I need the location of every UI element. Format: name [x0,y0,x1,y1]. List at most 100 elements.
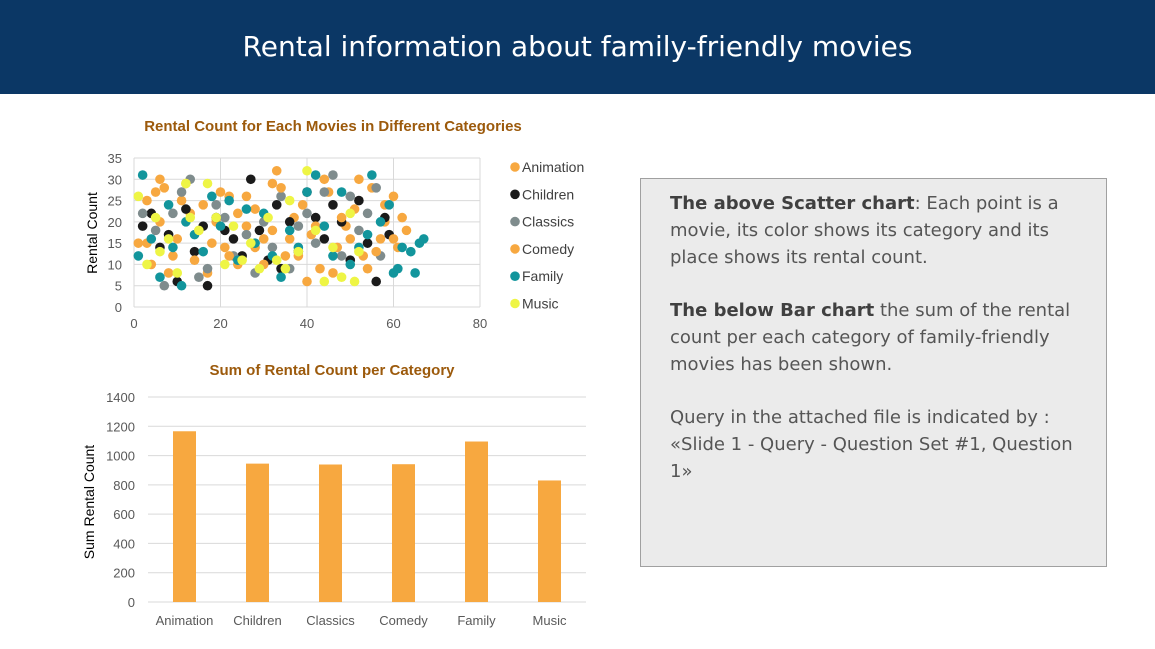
scatter-point-family [215,221,226,231]
scatter-point-comedy [345,234,356,244]
scatter-point-classics [150,225,161,236]
scatter-point-classics [276,191,286,202]
scatter-point-animation [297,200,308,210]
scatter-point-music [280,263,291,274]
scatter-point-family [410,268,420,278]
bar-series [173,431,561,602]
scatter-point-family [319,221,330,231]
scatter-y-ticks: 0 5 10 15 20 25 30 35 [108,151,122,315]
scatter-point-music [185,212,196,223]
bar-x-tick-label: Family [457,613,496,628]
scatter-point-animation [220,242,230,253]
scatter-point-comedy [267,225,278,236]
info-query-text: Query in the attached file is indicated … [670,407,1073,482]
scatter-point-music [293,246,304,257]
slide-title: Rental information about family-friendly… [242,30,913,63]
scatter-point-music [254,263,265,274]
info-box: The above Scatter chart: Each point is a… [640,178,1107,567]
scatter-gridlines [133,157,481,308]
scatter-point-animation [401,225,412,236]
bar-y-tick-label: 1200 [106,419,135,434]
scatter-x-tick-label: 0 [130,316,137,331]
scatter-point-music [181,178,191,189]
scatter-point-animation [176,195,187,206]
scatter-chart: Rental Count for Each Movies in Differen… [84,118,584,331]
scatter-point-children [228,234,239,244]
scatter-point-classics [328,170,338,180]
scatter-point-animation [375,234,386,244]
scatter-point-children [202,280,213,291]
bar-x-tick-label: Comedy [379,613,428,628]
scatter-point-family [224,195,234,206]
legend-label-music: Music [522,296,559,312]
scatter-point-classics [159,280,170,291]
bar-x-tick-label: Music [533,613,567,628]
scatter-point-family [198,246,208,257]
bar-chart: Sum of Rental Count per Category Sum Ren… [81,362,586,628]
scatter-point-classics [345,191,356,202]
scatter-y-tick-label: 20 [108,215,122,230]
info-scatter-heading: The above Scatter chart [670,193,915,214]
scatter-x-tick-label: 80 [473,316,487,331]
scatter-points [133,165,429,291]
scatter-point-family [133,251,144,261]
scatter-point-animation [155,174,165,185]
scatter-point-classics [293,221,304,231]
scatter-point-classics [362,208,373,219]
scatter-point-children [328,200,338,210]
scatter-point-comedy [336,212,347,223]
scatter-point-music [345,208,356,219]
bar-animation [173,431,196,602]
bar-gridlines [148,396,586,603]
scatter-point-comedy [142,195,152,206]
scatter-point-music [228,221,239,231]
scatter-point-animation [168,251,178,261]
scatter-point-classics [241,229,252,240]
scatter-point-music [354,246,364,257]
scatter-point-classics [336,251,347,261]
scatter-y-tick-label: 5 [115,279,122,294]
scatter-point-classics [176,187,187,197]
bar-x-tick-label: Children [233,613,281,628]
scatter-point-family [137,170,148,180]
legend-marker-animation [510,162,520,172]
scatter-point-comedy [284,234,295,244]
legend-label-classics: Classics [522,214,574,230]
scatter-chart-title: Rental Count for Each Movies in Differen… [144,118,522,135]
bar-y-tick-label: 1000 [106,449,135,464]
scatter-point-comedy [207,238,217,248]
scatter-point-children [245,174,256,185]
scatter-point-classics [168,208,178,219]
scatter-y-tick-label: 30 [108,172,122,187]
bar-x-tick-label: Classics [306,613,355,628]
legend-marker-classics [510,216,520,227]
bar-y-tick-label: 1400 [106,390,135,405]
scatter-point-children [181,204,191,214]
scatter-point-classics [202,263,213,274]
info-paragraph-scatter: The above Scatter chart: Each point is a… [670,190,1100,271]
scatter-point-family [276,272,286,282]
scatter-point-classics [319,187,330,197]
scatter-point-animation [267,178,278,189]
scatter-point-family [163,200,174,210]
scatter-point-classics [211,200,221,210]
scatter-point-children [319,234,330,244]
scatter-point-classics [354,225,364,236]
bar-x-tick-label: Animation [156,613,214,628]
scatter-point-comedy [371,246,382,257]
scatter-point-animation [271,165,282,176]
scatter-point-children [271,200,282,210]
info-scatter-description: : Each point is a movie, its color shows… [670,193,1059,268]
scatter-point-family [168,242,178,253]
scatter-point-comedy [198,200,208,210]
scatter-point-music [142,259,152,270]
scatter-point-animation [241,221,252,231]
scatter-point-music [211,212,221,223]
scatter-point-family [406,246,416,257]
scatter-point-music [237,255,247,265]
scatter-x-tick-label: 20 [213,316,227,331]
info-paragraph-query: Query in the attached file is indicated … [670,404,1100,485]
scatter-y-tick-label: 35 [108,151,122,166]
bar-x-ticks: Animation Children Classics Comedy Family Mus… [156,613,567,628]
scatter-point-comedy [319,174,330,185]
